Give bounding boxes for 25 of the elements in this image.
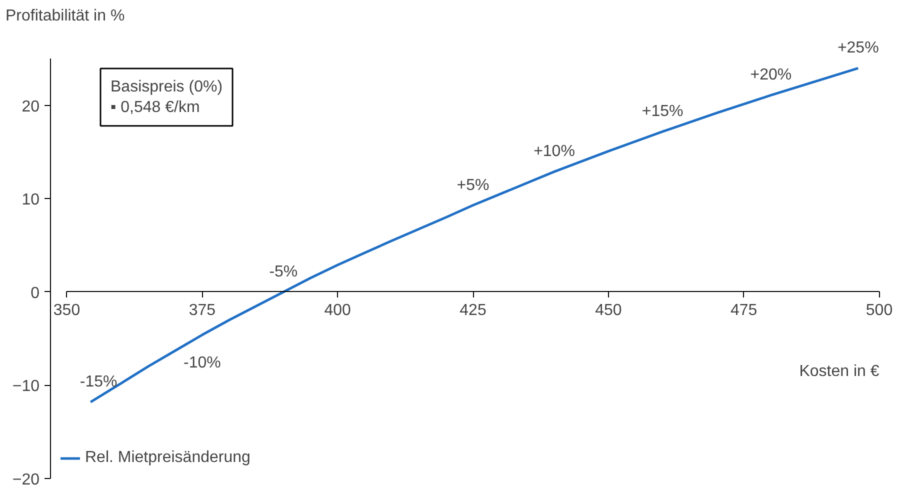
x-tick-label: 500 — [866, 302, 893, 319]
x-tick-label: 425 — [460, 302, 486, 319]
y-tick-label: −10 — [12, 378, 40, 396]
y-tick-label: 0 — [30, 285, 40, 302]
y-axis-title: Profitabilität in % — [6, 8, 125, 24]
annotation: ▪ 0,548 €/km — [110, 98, 200, 116]
annotation: +5% — [456, 176, 490, 194]
legend-label: Rel. Mietpreisänderung — [85, 449, 250, 467]
x-tick-label: 375 — [188, 302, 216, 319]
y-tick-label: 20 — [22, 98, 40, 116]
x-axis-title: Kosten in € — [799, 362, 880, 380]
x-tick-label: 450 — [595, 302, 622, 319]
annotation: -5% — [269, 264, 298, 280]
y-tick-label: 10 — [22, 192, 40, 209]
x-tick-label: 475 — [730, 302, 758, 319]
x-tick-label: 350 — [53, 302, 80, 319]
annotation: +15% — [642, 103, 684, 120]
annotation: -15% — [80, 374, 118, 391]
y-tick-label: −20 — [12, 472, 40, 488]
annotation: -10% — [183, 354, 221, 372]
annotation: +20% — [750, 66, 792, 84]
annotation: Basispreis (0%) — [110, 78, 223, 96]
x-tick-label: 400 — [324, 302, 352, 319]
annotation: +10% — [534, 143, 575, 160]
annotation: +25% — [837, 40, 879, 57]
